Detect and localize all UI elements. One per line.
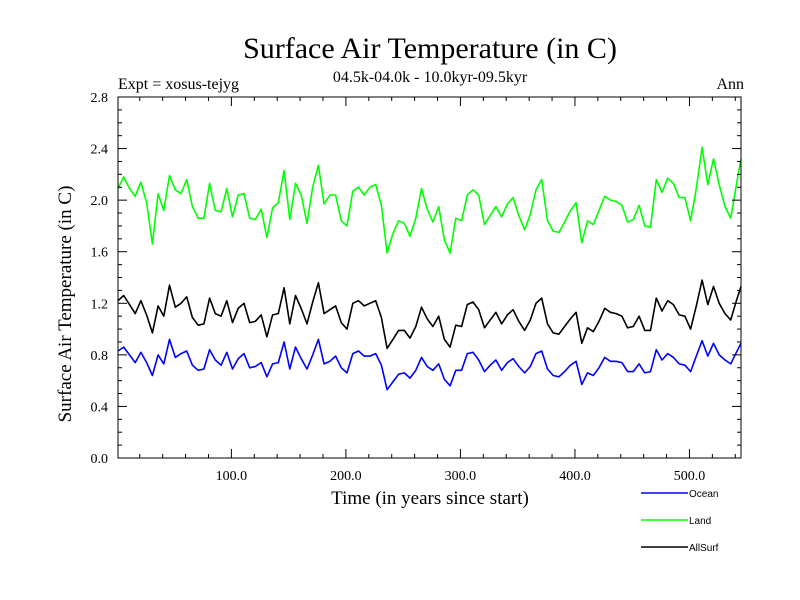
x-axis-label: Time (in years since start) (331, 488, 529, 509)
legend: Ocean Land AllSurf (641, 489, 719, 554)
y-axis-label: Surface Air Temperature (in C) (55, 186, 76, 423)
legend-label-ocean: Ocean (689, 489, 718, 500)
y-tick-label: 2.8 (91, 91, 109, 106)
y-tick-label: 1.2 (91, 297, 109, 312)
x-tick-label: 100.0 (216, 469, 248, 484)
y-tick-label: 2.4 (91, 143, 109, 158)
x-tick-label: 400.0 (559, 469, 591, 484)
chart-title: Surface Air Temperature (in C) (243, 32, 617, 65)
chart-subtitle: 04.5k-04.0k - 10.0kyr-09.5kyr (333, 69, 528, 86)
plot-frame (117, 96, 742, 459)
series-line-land (117, 146, 742, 254)
x-tick-label: 500.0 (674, 469, 706, 484)
legend-label-allsurf: AllSurf (689, 543, 719, 554)
series-line-ocean (117, 338, 742, 391)
legend-label-land: Land (689, 516, 711, 527)
x-tick-label: 300.0 (445, 469, 477, 484)
ticks-layer: 100.0 200.0 300.0 400.0 500.0 0.0 0.4 0.8 1.2 1.6… (91, 91, 741, 484)
series-layer (117, 146, 742, 391)
y-tick-label: 0.4 (91, 400, 109, 415)
x-tick-label: 200.0 (330, 469, 362, 484)
series-line-allsurf (117, 279, 742, 350)
y-tick-label: 2.0 (91, 194, 109, 209)
season-label: Ann (716, 76, 744, 93)
y-tick-label: 1.6 (91, 246, 109, 261)
y-tick-label: 0.8 (91, 349, 109, 364)
experiment-label: Expt = xosus-tejyg (118, 76, 239, 93)
y-tick-label: 0.0 (91, 452, 109, 467)
